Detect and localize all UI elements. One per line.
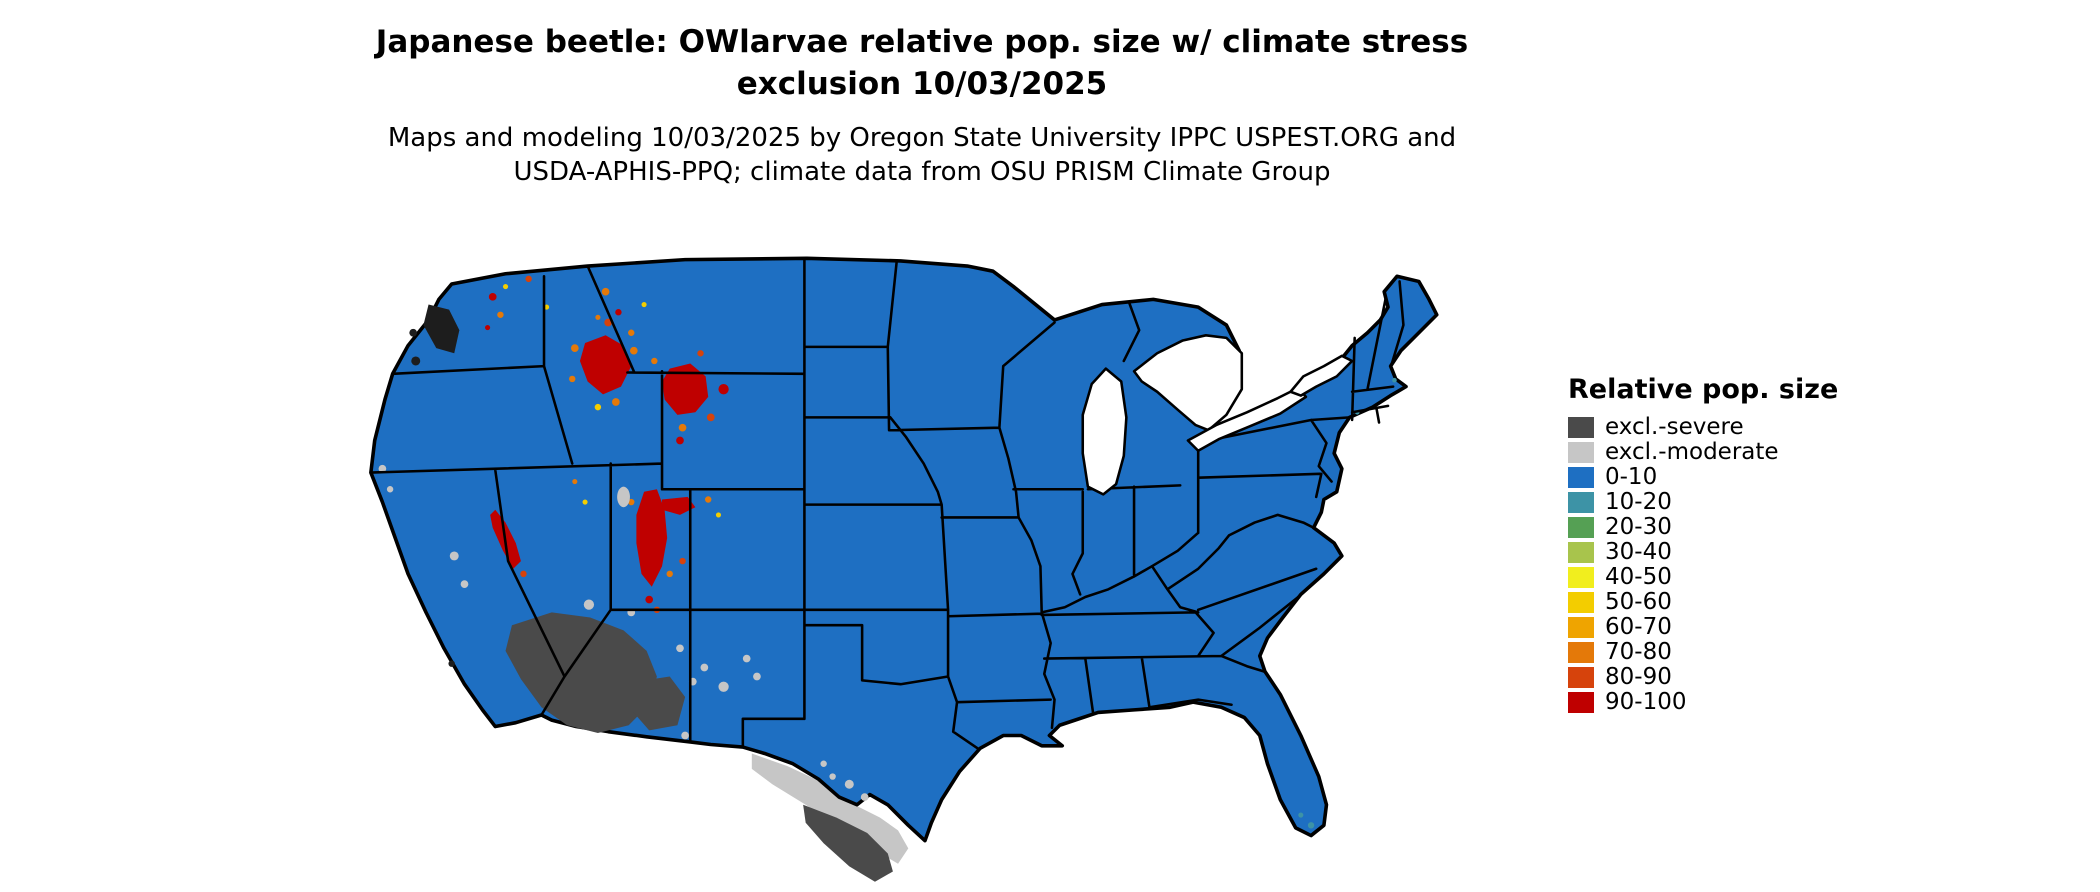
legend-row-80-90: 80-90 [1568,665,1868,690]
legend-row-30-40: 30-40 [1568,540,1868,565]
map-legend: Relative pop. size excl.-severe excl.-mo… [1568,374,1868,715]
legend-swatch-60-70 [1568,617,1594,638]
patch-group-50-70 [502,284,722,518]
great-lakes [1081,334,1354,496]
legend-label-excl-moderate: excl.-moderate [1605,439,1779,465]
legend-row-10-20: 10-20 [1568,490,1868,515]
legend-label-40-50: 40-50 [1605,564,1672,590]
legend-swatch-20-30 [1568,517,1594,538]
map-subtitle-line2: USDA-APHIS-PPQ; climate data from OSU PR… [513,156,1331,187]
legend-swatch-excl-severe [1568,417,1594,438]
lake-ontario [1289,354,1354,397]
lake-erie [1186,386,1308,453]
patch-group-70-80 [497,287,712,578]
map-title-line2: exclusion 10/03/2025 [736,65,1108,102]
map-title: Japanese beetle: OWlarvae relative pop. … [0,22,1844,106]
patch-group-80-90 [520,275,715,614]
map-subtitle: Maps and modeling 10/03/2025 by Oregon S… [0,122,1844,190]
legend-label-0-10: 0-10 [1605,464,1658,490]
patch-southwest-excl-severe [505,612,686,733]
us-landmass [369,256,1439,843]
legend-swatch-90-100 [1568,692,1594,713]
legend-row-70-80: 70-80 [1568,640,1868,665]
legend-label-60-70: 60-70 [1605,614,1672,640]
legend-label-90-100: 90-100 [1605,689,1687,715]
lake-michigan [1081,367,1128,496]
legend-label-70-80: 70-80 [1605,639,1672,665]
map-title-line1: Japanese beetle: OWlarvae relative pop. … [375,24,1469,60]
legend-swatch-0-10 [1568,467,1594,488]
legend-label-10-20: 10-20 [1605,489,1672,515]
legend-row-40-50: 40-50 [1568,565,1868,590]
legend-swatch-50-60 [1568,592,1594,613]
legend-label-50-60: 50-60 [1605,589,1672,615]
legend-row-0-10: 0-10 [1568,465,1868,490]
patch-group-90-100 [485,292,729,604]
legend-label-20-30: 20-30 [1605,514,1672,540]
legend-label-30-40: 30-40 [1605,539,1672,565]
us-map [300,225,1532,892]
legend-swatch-40-50 [1568,567,1594,588]
legend-row-90-100: 90-100 [1568,690,1868,715]
legend-label-excl-severe: excl.-severe [1605,414,1744,440]
legend-title: Relative pop. size [1568,374,1839,405]
legend-row-60-70: 60-70 [1568,615,1868,640]
legend-row-excl-severe: excl.-severe [1568,415,1868,440]
legend-row-50-60: 50-60 [1568,590,1868,615]
legend-label-80-90: 80-90 [1605,664,1672,690]
legend-row-20-30: 20-30 [1568,515,1868,540]
legend-swatch-excl-moderate [1568,442,1594,463]
patch-puget-excl-severe [409,304,460,667]
legend-swatch-70-80 [1568,642,1594,663]
patch-mexico-excl-severe [803,804,893,882]
lake-huron [1132,334,1244,432]
map-subtitle-line1: Maps and modeling 10/03/2025 by Oregon S… [387,123,1457,153]
legend-swatch-80-90 [1568,667,1594,688]
us-map-svg [369,256,1439,882]
state-borders [369,258,1405,750]
legend-swatch-30-40 [1568,542,1594,563]
legend-row-excl-moderate: excl.-moderate [1568,440,1868,465]
legend-swatch-10-20 [1568,492,1594,513]
